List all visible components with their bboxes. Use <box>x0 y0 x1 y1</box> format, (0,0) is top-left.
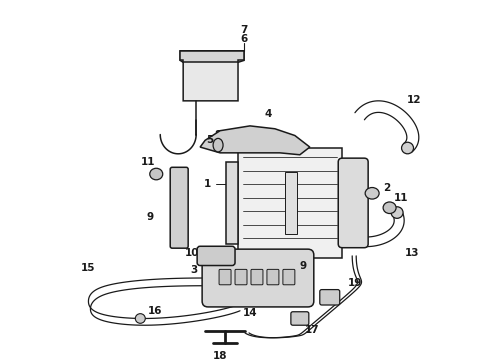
Text: 17: 17 <box>304 325 319 335</box>
Polygon shape <box>180 51 244 101</box>
FancyBboxPatch shape <box>267 269 279 285</box>
FancyBboxPatch shape <box>235 269 247 285</box>
Text: 18: 18 <box>213 351 227 360</box>
FancyBboxPatch shape <box>170 167 188 248</box>
Ellipse shape <box>213 138 223 152</box>
Text: 9: 9 <box>147 212 154 222</box>
Text: 4: 4 <box>264 109 271 119</box>
Text: 11: 11 <box>141 157 155 167</box>
Ellipse shape <box>365 188 379 199</box>
FancyBboxPatch shape <box>338 158 368 248</box>
Ellipse shape <box>401 142 414 154</box>
Text: 10: 10 <box>185 248 199 258</box>
Text: 14: 14 <box>243 308 257 318</box>
FancyBboxPatch shape <box>238 148 342 258</box>
Text: 8: 8 <box>215 130 221 140</box>
Ellipse shape <box>383 202 396 213</box>
FancyBboxPatch shape <box>225 162 238 244</box>
Ellipse shape <box>135 314 145 323</box>
Text: 9: 9 <box>299 261 306 271</box>
FancyBboxPatch shape <box>219 269 231 285</box>
FancyBboxPatch shape <box>197 246 235 266</box>
Polygon shape <box>200 126 310 155</box>
Text: 15: 15 <box>81 264 96 273</box>
Ellipse shape <box>391 207 403 218</box>
Text: 13: 13 <box>405 248 419 258</box>
Text: 2: 2 <box>384 184 391 193</box>
Ellipse shape <box>150 168 163 180</box>
FancyBboxPatch shape <box>291 312 309 325</box>
FancyBboxPatch shape <box>202 249 314 307</box>
Text: 16: 16 <box>148 306 163 316</box>
Text: 12: 12 <box>407 95 422 105</box>
Text: 19: 19 <box>347 278 362 288</box>
Text: 1: 1 <box>204 179 211 189</box>
FancyBboxPatch shape <box>283 269 295 285</box>
FancyBboxPatch shape <box>285 172 297 234</box>
FancyBboxPatch shape <box>320 289 340 305</box>
Polygon shape <box>180 51 244 62</box>
Text: 7: 7 <box>240 24 247 35</box>
FancyBboxPatch shape <box>251 269 263 285</box>
Text: 3: 3 <box>191 265 198 275</box>
Text: 11: 11 <box>394 193 409 203</box>
Text: 6: 6 <box>241 34 247 44</box>
Text: 5: 5 <box>206 135 214 145</box>
